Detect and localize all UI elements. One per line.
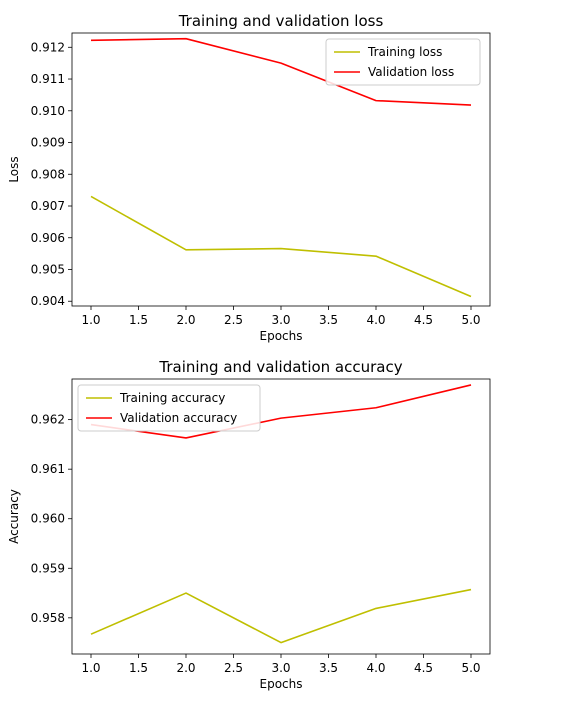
accuracy-x-tick-label-1: 1.5 xyxy=(129,661,148,675)
loss-y-tick-label-2: 0.906 xyxy=(31,231,65,245)
accuracy-x-axis-label: Epochs xyxy=(260,677,303,691)
loss-x-tick-label-8: 5.0 xyxy=(461,313,480,327)
accuracy-x-tick-label-2: 2.0 xyxy=(176,661,195,675)
accuracy-y-axis-label: Accuracy xyxy=(7,489,21,544)
loss-y-tick-label-7: 0.911 xyxy=(31,72,65,86)
loss-legend-box xyxy=(325,38,481,86)
loss-y-tick-label-0: 0.904 xyxy=(31,294,65,308)
loss-legend: Training loss Validation loss xyxy=(325,38,481,86)
loss-y-axis-label: Loss xyxy=(7,156,21,182)
accuracy-legend: Training accuracy Validation accuracy xyxy=(77,384,261,432)
loss-y-tick-label-4: 0.908 xyxy=(31,167,65,181)
accuracy-y-tick-label-2: 0.960 xyxy=(31,512,65,526)
accuracy-x-tick-label-5: 3.5 xyxy=(319,661,338,675)
accuracy-chart-title: Training and validation accuracy xyxy=(158,358,402,376)
loss-y-tick-label-6: 0.910 xyxy=(31,104,65,118)
accuracy-chart: Training and validation accuracy 1.0 1.5 2.… xyxy=(7,358,491,691)
loss-legend-label-0: Training loss xyxy=(367,45,442,59)
accuracy-legend-box xyxy=(77,384,261,432)
loss-y-tick-label-1: 0.905 xyxy=(31,262,65,276)
accuracy-x-tick-label-0: 1.0 xyxy=(81,661,100,675)
loss-y-tick-label-8: 0.912 xyxy=(31,40,65,54)
accuracy-x-tick-label-3: 2.5 xyxy=(224,661,243,675)
accuracy-y-tick-label-1: 0.959 xyxy=(31,561,65,575)
accuracy-y-tick-label-3: 0.961 xyxy=(31,462,65,476)
accuracy-series-line-0 xyxy=(90,588,472,644)
loss-x-tick-label-7: 4.5 xyxy=(414,313,433,327)
loss-chart: Training and validation loss 1.0 1.5 2.0 2.5… xyxy=(7,12,491,343)
loss-x-tick-label-3: 2.5 xyxy=(224,313,243,327)
loss-legend-label-1: Validation loss xyxy=(368,65,454,79)
loss-x-tick-label-1: 1.5 xyxy=(129,313,148,327)
accuracy-legend-label-0: Training accuracy xyxy=(119,391,225,405)
accuracy-series-line-1 xyxy=(90,384,472,439)
accuracy-y-tick-label-4: 0.962 xyxy=(31,413,65,427)
accuracy-legend-label-1: Validation accuracy xyxy=(120,411,237,425)
loss-series-line-1 xyxy=(90,37,472,106)
accuracy-x-tick-label-6: 4.0 xyxy=(366,661,385,675)
loss-series-line-0 xyxy=(90,195,472,298)
loss-x-tick-label-2: 2.0 xyxy=(176,313,195,327)
loss-x-tick-label-0: 1.0 xyxy=(81,313,100,327)
loss-chart-title: Training and validation loss xyxy=(178,12,384,30)
accuracy-x-tick-label-4: 3.0 xyxy=(271,661,290,675)
accuracy-y-tick-label-0: 0.958 xyxy=(31,611,65,625)
accuracy-x-tick-label-7: 4.5 xyxy=(414,661,433,675)
accuracy-x-tick-label-8: 5.0 xyxy=(461,661,480,675)
loss-y-tick-label-3: 0.907 xyxy=(31,199,65,213)
loss-x-tick-label-5: 3.5 xyxy=(319,313,338,327)
loss-y-tick-label-5: 0.909 xyxy=(31,136,65,150)
loss-x-tick-label-4: 3.0 xyxy=(271,313,290,327)
loss-x-tick-label-6: 4.0 xyxy=(366,313,385,327)
loss-x-axis-label: Epochs xyxy=(260,329,303,343)
